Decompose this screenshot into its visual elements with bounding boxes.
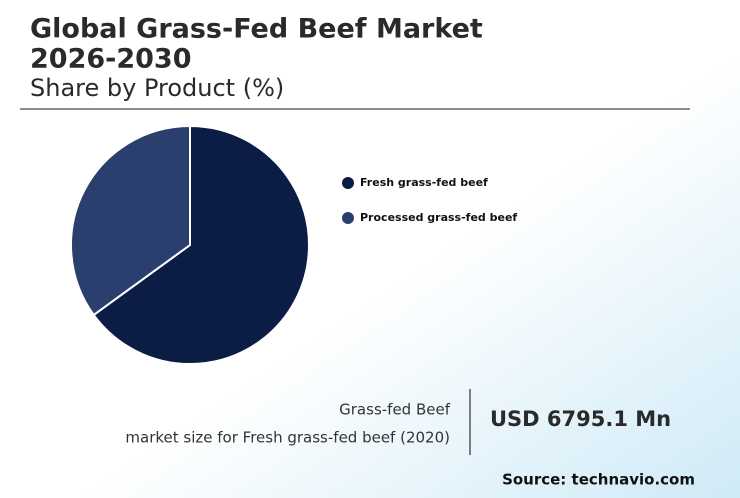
pie-slice bbox=[92, 124, 310, 365]
chart-subtitle: Share by Product (%) bbox=[30, 74, 284, 102]
market-value: USD 6795.1 Mn bbox=[490, 407, 671, 431]
legend-label: Processed grass-fed beef bbox=[360, 211, 517, 224]
chart-title: 2026-2030 bbox=[30, 44, 192, 75]
market-label: Grass-fed Beef bbox=[339, 401, 451, 419]
chart-title: Global Grass-Fed Beef Market bbox=[30, 14, 483, 45]
pie-slice bbox=[70, 124, 191, 317]
source: Source: technavio.com bbox=[502, 471, 695, 489]
legend-label: Fresh grass-fed beef bbox=[360, 176, 488, 189]
legend-marker bbox=[342, 177, 354, 189]
legend-marker bbox=[342, 212, 354, 224]
market-label: market size for Fresh grass-fed beef (20… bbox=[125, 429, 450, 447]
